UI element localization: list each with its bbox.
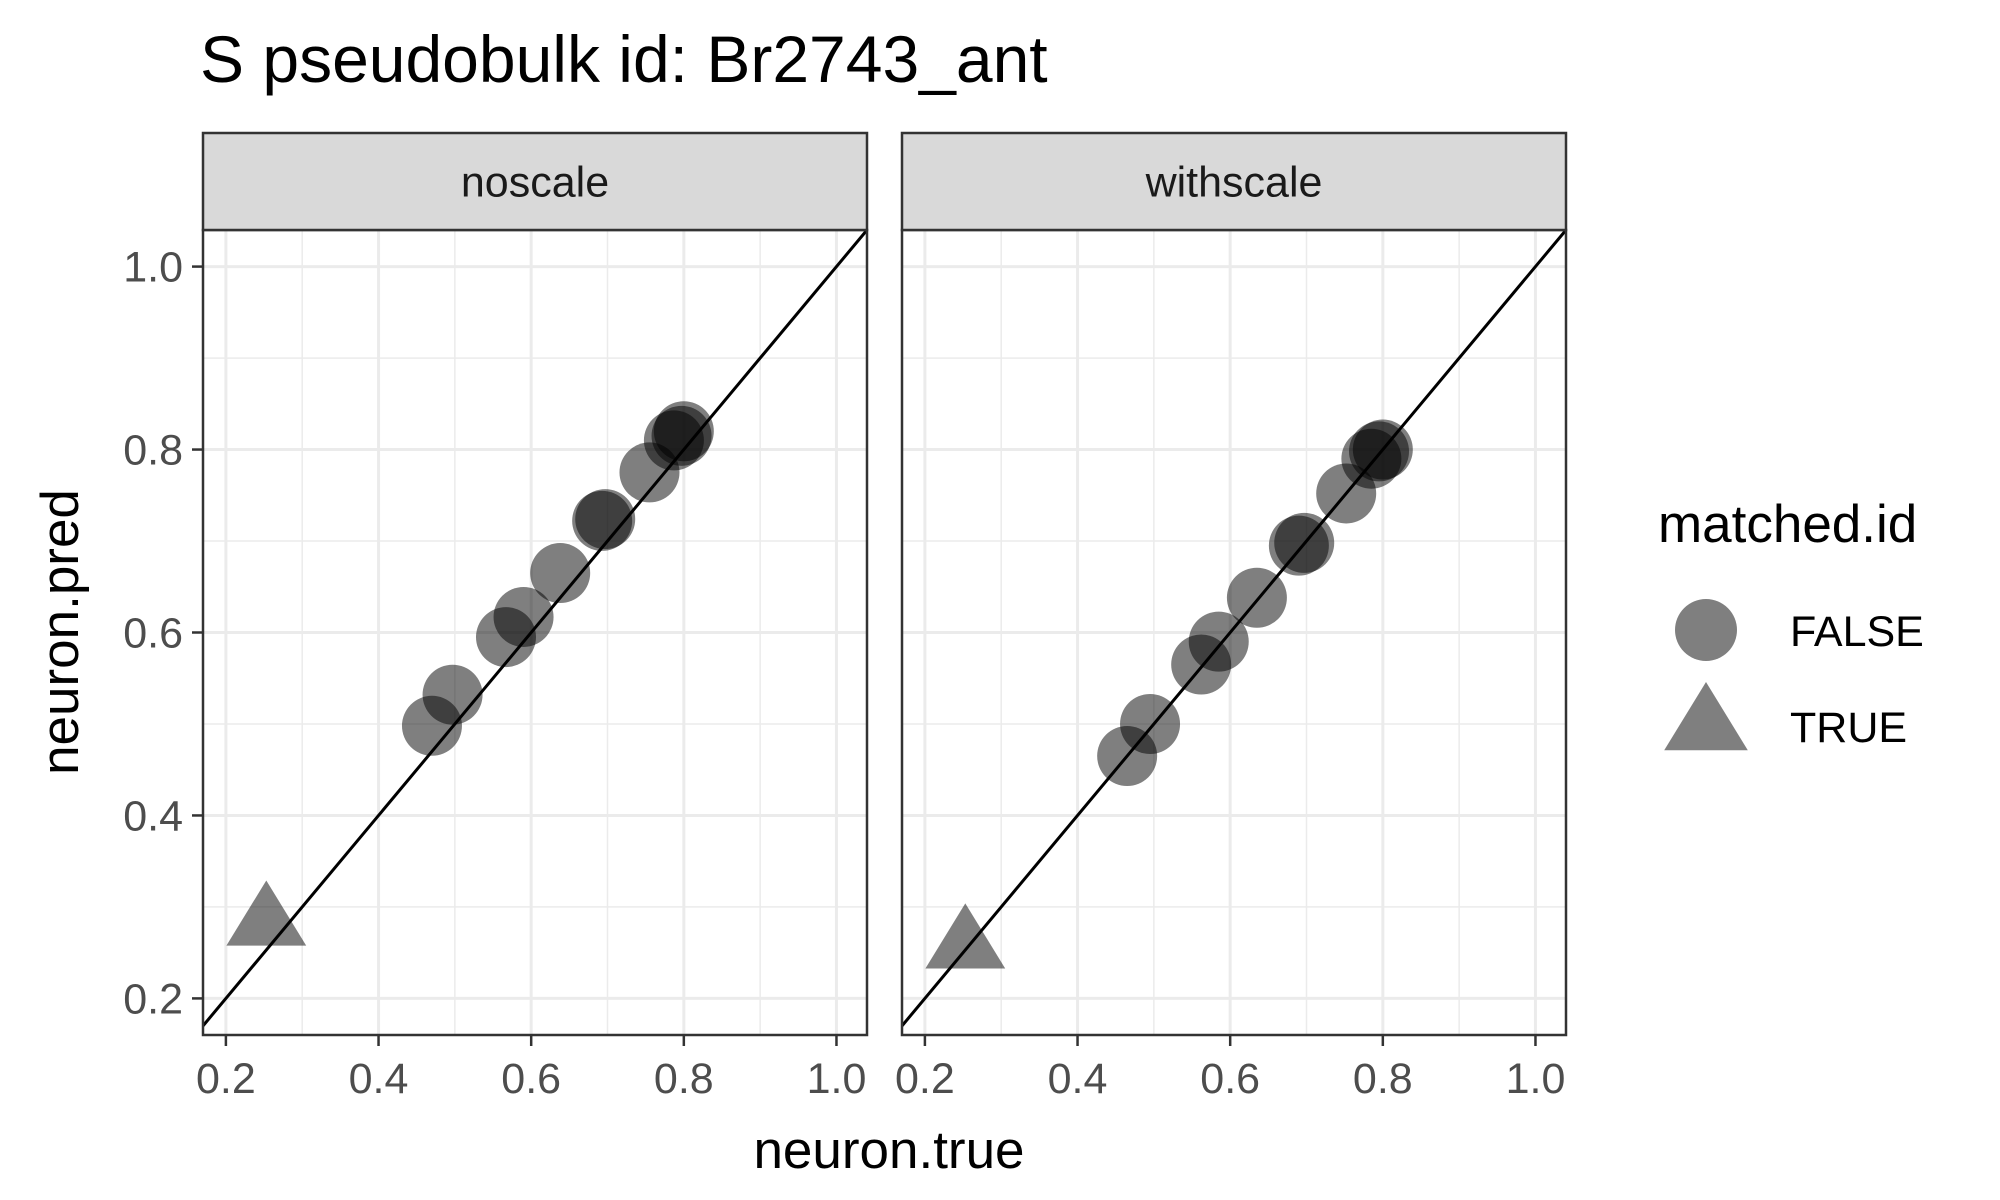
- x-axis-ticks: 0.2 0.4 0.6 0.8 1.0: [196, 1035, 866, 1103]
- circle-point-unmatched: [493, 586, 554, 647]
- facet-strip-label: noscale: [461, 159, 609, 207]
- legend-entry-label: TRUE: [1790, 704, 1907, 752]
- x-tick-label: 0.2: [895, 1055, 955, 1103]
- identity-reference-line: [203, 230, 867, 1027]
- x-tick-label: 0.2: [196, 1055, 256, 1103]
- y-tick-label: 1.0: [123, 244, 183, 292]
- x-axis-ticks: 0.2 0.4 0.6 0.8 1.0: [895, 1035, 1565, 1103]
- legend-circle-key: [1675, 599, 1737, 661]
- x-tick-label: 0.6: [1200, 1055, 1260, 1103]
- circle-point-unmatched: [653, 401, 714, 462]
- data-points: [226, 401, 714, 946]
- x-tick-label: 0.8: [1353, 1055, 1413, 1103]
- triangle-point-matched: [925, 903, 1006, 969]
- legend-entry-true: TRUE: [1664, 682, 1907, 752]
- legend-entries: FALSE TRUE: [1664, 599, 1924, 752]
- legend-entry-false: FALSE: [1675, 599, 1924, 661]
- x-axis-title: neuron.true: [753, 1121, 1024, 1180]
- x-tick-label: 0.4: [349, 1055, 409, 1103]
- y-axis-title: neuron.pred: [31, 489, 90, 775]
- panel-noscale: noscale 0.2 0.4 0.6 0.8 1.0 0.2 0.4 0.6 0.8 1.0: [123, 131, 869, 1103]
- y-axis-ticks: 0.2 0.4 0.6 0.8 1.0: [123, 244, 203, 1023]
- circle-point-unmatched: [530, 543, 591, 604]
- y-tick-label: 0.2: [123, 975, 183, 1023]
- legend-entry-label: FALSE: [1790, 608, 1924, 656]
- identity-reference-line: [902, 230, 1566, 1027]
- y-tick-label: 0.4: [123, 792, 183, 840]
- circle-point-unmatched: [422, 664, 483, 725]
- x-tick-label: 0.6: [501, 1055, 561, 1103]
- x-tick-label: 0.4: [1048, 1055, 1108, 1103]
- triangle-point-matched: [226, 880, 307, 946]
- y-tick-label: 0.6: [123, 610, 183, 658]
- facet-strip: [900, 131, 1568, 232]
- legend-title: matched.id: [1658, 495, 1917, 554]
- circle-point-unmatched: [575, 489, 636, 550]
- gridlines: [902, 230, 1566, 1035]
- legend: matched.id FALSE TRUE: [1658, 495, 1924, 752]
- facet-strip: [201, 131, 869, 232]
- panel-withscale: withscale 0.2 0.4 0.6 0.8 1.0: [895, 131, 1568, 1103]
- legend-triangle-key: [1664, 682, 1748, 751]
- chart-title: S pseudobulk id: Br2743_ant: [200, 22, 1048, 96]
- x-tick-label: 0.8: [654, 1055, 714, 1103]
- x-tick-label: 1.0: [1506, 1055, 1566, 1103]
- y-tick-label: 0.8: [123, 427, 183, 475]
- x-tick-label: 1.0: [807, 1055, 867, 1103]
- facet-strip-label: withscale: [1145, 159, 1323, 207]
